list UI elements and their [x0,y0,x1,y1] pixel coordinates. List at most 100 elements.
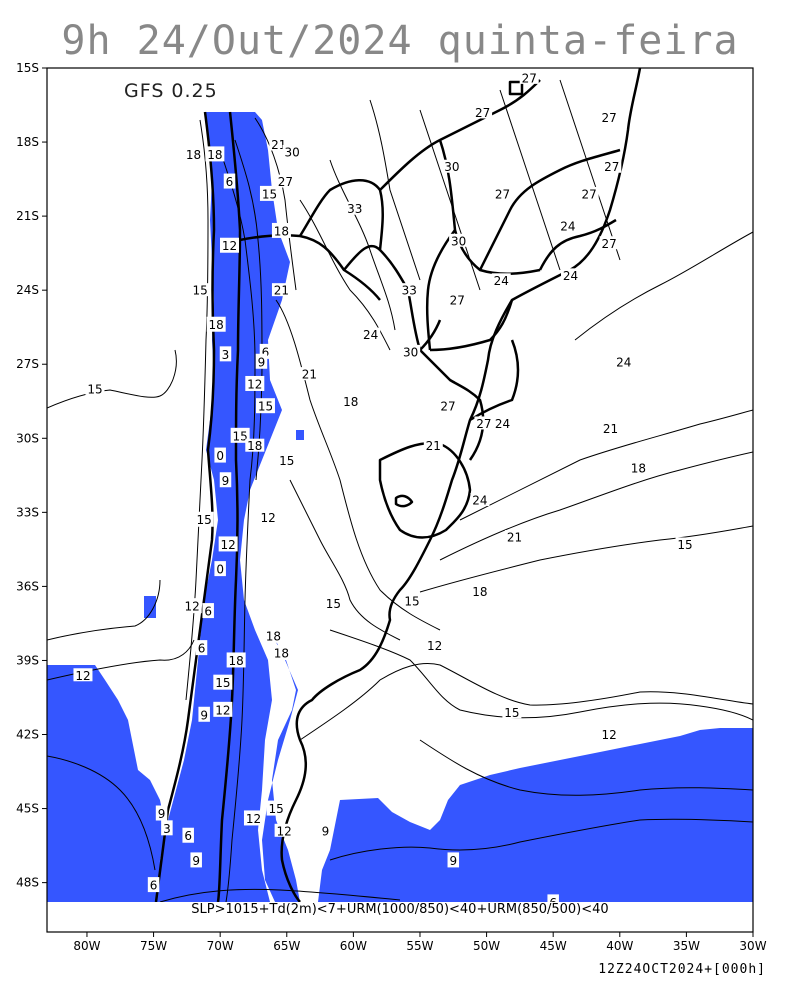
contour-label-text: 0 [216,449,224,463]
contour-label-text: 18 [229,654,244,668]
contour-label-text: 21 [274,284,289,298]
contour-label-text: 15 [504,706,519,720]
contour-label: 12 [218,536,238,552]
contour-label-text: 24 [616,355,631,369]
lon-tick-label: 35W [673,939,700,953]
contour-label-text: 30 [444,160,459,174]
lat-tick-label: 45S [16,802,39,816]
contour-label: 21 [299,367,319,382]
map-title: 9h 24/Out/2024 quinta-feira [61,18,739,64]
contour-label: 27 [438,399,458,414]
contour-label-text: 15 [258,400,273,414]
contour-label: 15 [402,594,422,609]
contour-label-box [214,561,226,577]
contour-label: 27 [602,159,622,174]
run-timestamp: 12Z24OCT2024+[000h] [598,962,766,977]
contour-label-text: 15 [233,429,248,443]
contour-label-box [147,877,160,893]
contour-label: 0 [214,561,226,577]
contour-label-knockout [299,367,319,381]
contour-label-text: 18 [343,395,358,409]
border-paraguay [343,244,442,352]
mask-pacific-south [47,665,166,902]
contour-label-text: 6 [150,879,158,893]
contour-label: 12 [245,375,265,391]
contour-label-knockout [345,201,365,215]
contour-label-box [155,805,168,821]
contour-label-text: 0 [216,563,224,577]
contour-label-text: 24 [495,417,510,431]
contour-label-text: 27 [476,417,491,431]
contour-label: 24 [614,354,634,369]
lat-tick-label: 42S [16,728,39,742]
mask-andes-east-lobe [262,630,300,902]
border-brazil-state-1 [379,79,541,191]
contour-label-text: 15 [215,676,230,690]
lat-tick-label: 36S [16,579,39,593]
border-argentina-chile [216,111,242,903]
contour-label-text: 27 [582,187,597,201]
lat-tick-label: 30S [16,431,39,445]
border-falkland-gap [394,494,414,508]
contour-label-box [219,346,232,362]
contour-label-text: 12 [75,669,90,683]
contour-label-box [194,511,214,527]
contour-label-box [230,427,250,443]
lon-tick-label: 80W [73,939,100,953]
contour-label: 18 [341,394,361,409]
contour-line [47,349,177,409]
lon-tick-label: 30W [739,939,766,953]
contour-label-knockout [614,354,634,368]
lon-tick-label: 50W [473,939,500,953]
contour-label: 6 [182,827,194,843]
contour-label: 30 [449,233,469,248]
contour-label: 27 [275,174,295,189]
contour-label-text: 3 [222,348,230,362]
contour-label: 15 [675,537,695,552]
political-borders [154,68,642,903]
contour-label-knockout [438,399,458,413]
contour-label-box [226,652,246,668]
contour-line [185,119,209,701]
contour-line [329,818,753,861]
contour-label-box [182,598,202,614]
contour-line [459,409,753,521]
contour-label-text: 12 [276,824,291,838]
contour-label-knockout [628,460,648,474]
contour-label-text: 15 [404,595,419,609]
contour-line [439,451,753,561]
contour-label-knockout [361,327,381,341]
lon-tick-label: 75W [140,939,167,953]
contour-label: 18 [206,316,226,332]
contour-lines [47,79,753,903]
contour-label-text: 9 [200,708,208,722]
contour-label-knockout [402,594,422,608]
contour-label-text: 24 [563,269,578,283]
contour-label-text: 18 [247,439,262,453]
contour-label: 27 [474,416,494,431]
axis-ticks: 80W 75W 70W 65W 60W 55W 50W 45W 40W 35W 30W 15S 18S 2… [16,61,767,953]
contour-label: 24 [361,327,381,342]
contour-label: 15 [194,511,214,527]
mask-atlantic-south [318,728,753,902]
contour-label-text: 12 [185,600,200,614]
contour-label-knockout [561,268,581,282]
contour-label: 24 [558,218,578,233]
contour-label-text: 12 [260,511,275,525]
contour-label-text: 12 [601,728,616,742]
contour-label-text: 9 [449,854,457,868]
lon-tick-label: 40W [606,939,633,953]
contour-label: 12 [599,727,619,742]
contour-label: 12 [182,598,202,614]
contour-line [234,139,263,481]
contour-label-knockout [190,283,210,297]
contour-line [329,159,396,331]
contour-label: 21 [505,530,525,545]
contour-label-text: 18 [274,224,289,238]
contour-label-knockout [442,159,462,173]
contour-label-box [202,603,214,619]
contour-label: 6 [223,173,236,189]
contour-label-text: 12 [246,812,261,826]
